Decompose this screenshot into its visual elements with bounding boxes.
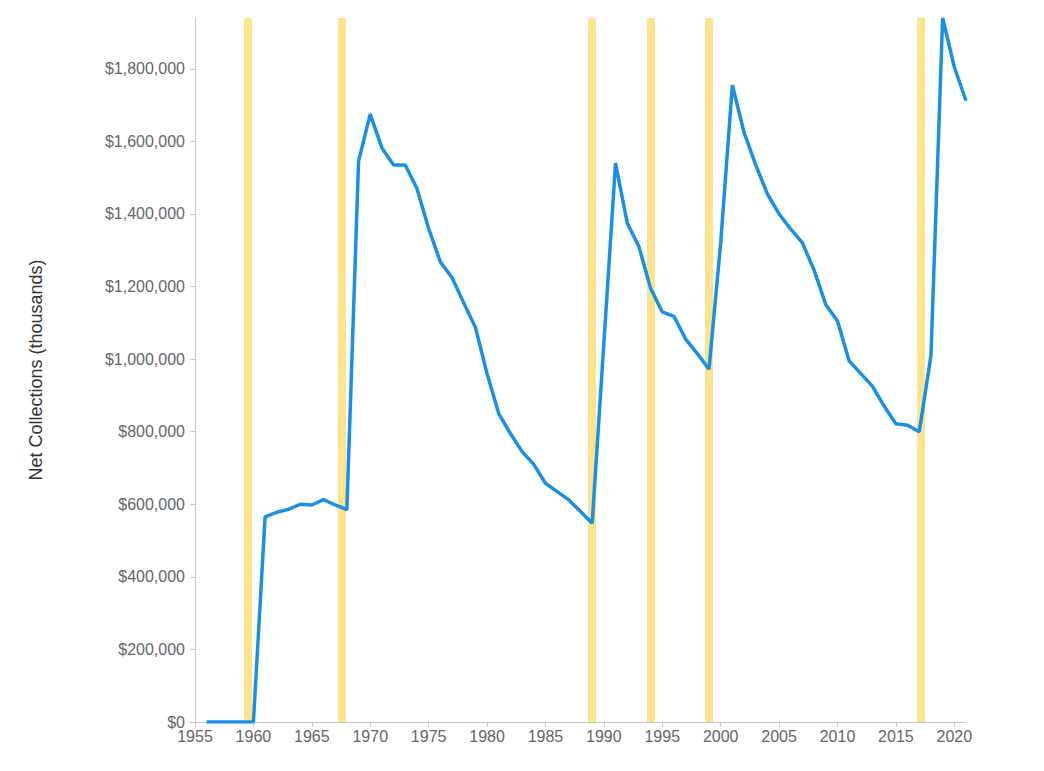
- svg-text:2010: 2010: [820, 728, 856, 745]
- svg-text:2015: 2015: [878, 728, 914, 745]
- svg-text:Net Collections (thousands): Net Collections (thousands): [26, 259, 46, 480]
- svg-text:$1,600,000: $1,600,000: [105, 133, 185, 150]
- svg-text:$600,000: $600,000: [118, 496, 185, 513]
- svg-text:$0: $0: [167, 713, 185, 731]
- svg-text:$1,000,000: $1,000,000: [105, 351, 185, 368]
- svg-text:1975: 1975: [411, 728, 447, 745]
- svg-text:$1,400,000: $1,400,000: [105, 205, 185, 222]
- svg-text:1970: 1970: [352, 728, 388, 745]
- svg-text:2000: 2000: [703, 728, 739, 745]
- svg-text:1960: 1960: [236, 728, 272, 745]
- svg-text:1985: 1985: [528, 728, 564, 745]
- svg-text:2020: 2020: [937, 728, 973, 745]
- svg-text:2005: 2005: [761, 728, 797, 745]
- svg-text:1995: 1995: [644, 728, 680, 745]
- svg-text:1965: 1965: [294, 728, 330, 745]
- svg-text:1980: 1980: [469, 728, 505, 745]
- svg-text:1990: 1990: [586, 728, 622, 745]
- svg-text:$400,000: $400,000: [118, 568, 185, 585]
- svg-text:1955: 1955: [177, 728, 213, 745]
- svg-text:$200,000: $200,000: [118, 641, 185, 658]
- svg-text:$1,200,000: $1,200,000: [105, 278, 185, 295]
- svg-text:$1,800,000: $1,800,000: [105, 60, 185, 77]
- svg-text:$800,000: $800,000: [118, 423, 185, 440]
